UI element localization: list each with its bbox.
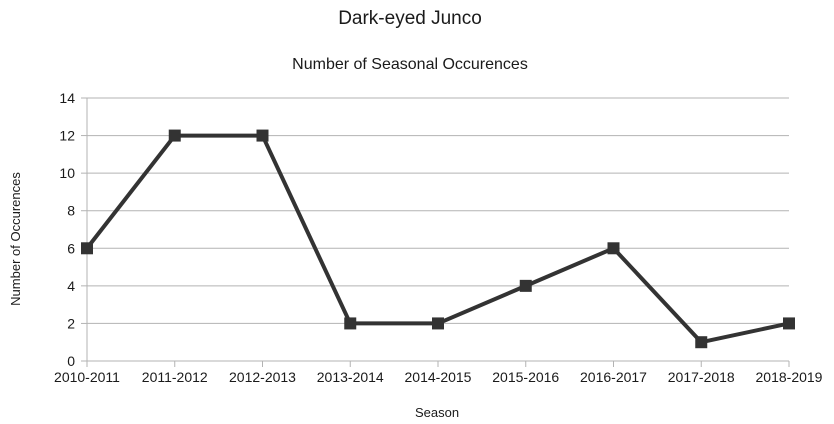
x-tick-label: 2012-2013 [229,369,296,385]
data-point [256,129,269,142]
y-tick-label: 4 [67,278,75,294]
x-axis-label: Season [415,405,459,420]
x-tick-label: 2018-2019 [756,369,823,385]
x-tick-label: 2015-2016 [492,369,559,385]
series-line [85,133,790,345]
data-point [344,317,357,330]
chart-subtitle: Number of Seasonal Occurences [292,56,528,73]
x-tick-label: 2011-2012 [142,369,208,385]
data-point [783,317,795,330]
y-tick-label: 14 [59,90,75,106]
grid-layer [81,97,790,367]
x-tick-label: 2010-2011 [54,369,120,385]
data-point [519,279,532,292]
series-layer [81,129,795,349]
data-point [81,242,93,255]
y-tick-label: 12 [59,128,75,144]
chart-title: Dark-eyed Junco [338,8,482,29]
y-tick-label: 2 [67,315,75,331]
y-tick-label: 0 [67,353,75,369]
y-tick-label: 6 [67,240,75,256]
x-tick-label: 2016-2017 [580,369,647,385]
data-point [607,242,620,255]
x-tick-labels: 2010-2011 2011-2012 2012-2013 2013-2014 2014… [54,369,823,385]
y-axis-label: Number of Occurences [8,172,23,306]
data-point [432,317,444,330]
data-point [695,336,708,349]
y-tick-label: 8 [67,203,75,219]
x-tick-label: 2013-2014 [317,369,384,385]
x-tick-label: 2014-2015 [405,369,472,385]
data-point [168,129,181,142]
x-tick-label: 2017-2018 [668,369,735,385]
y-tick-labels: 0 2 4 6 8 10 12 14 [59,90,75,369]
y-tick-label: 10 [59,165,75,181]
